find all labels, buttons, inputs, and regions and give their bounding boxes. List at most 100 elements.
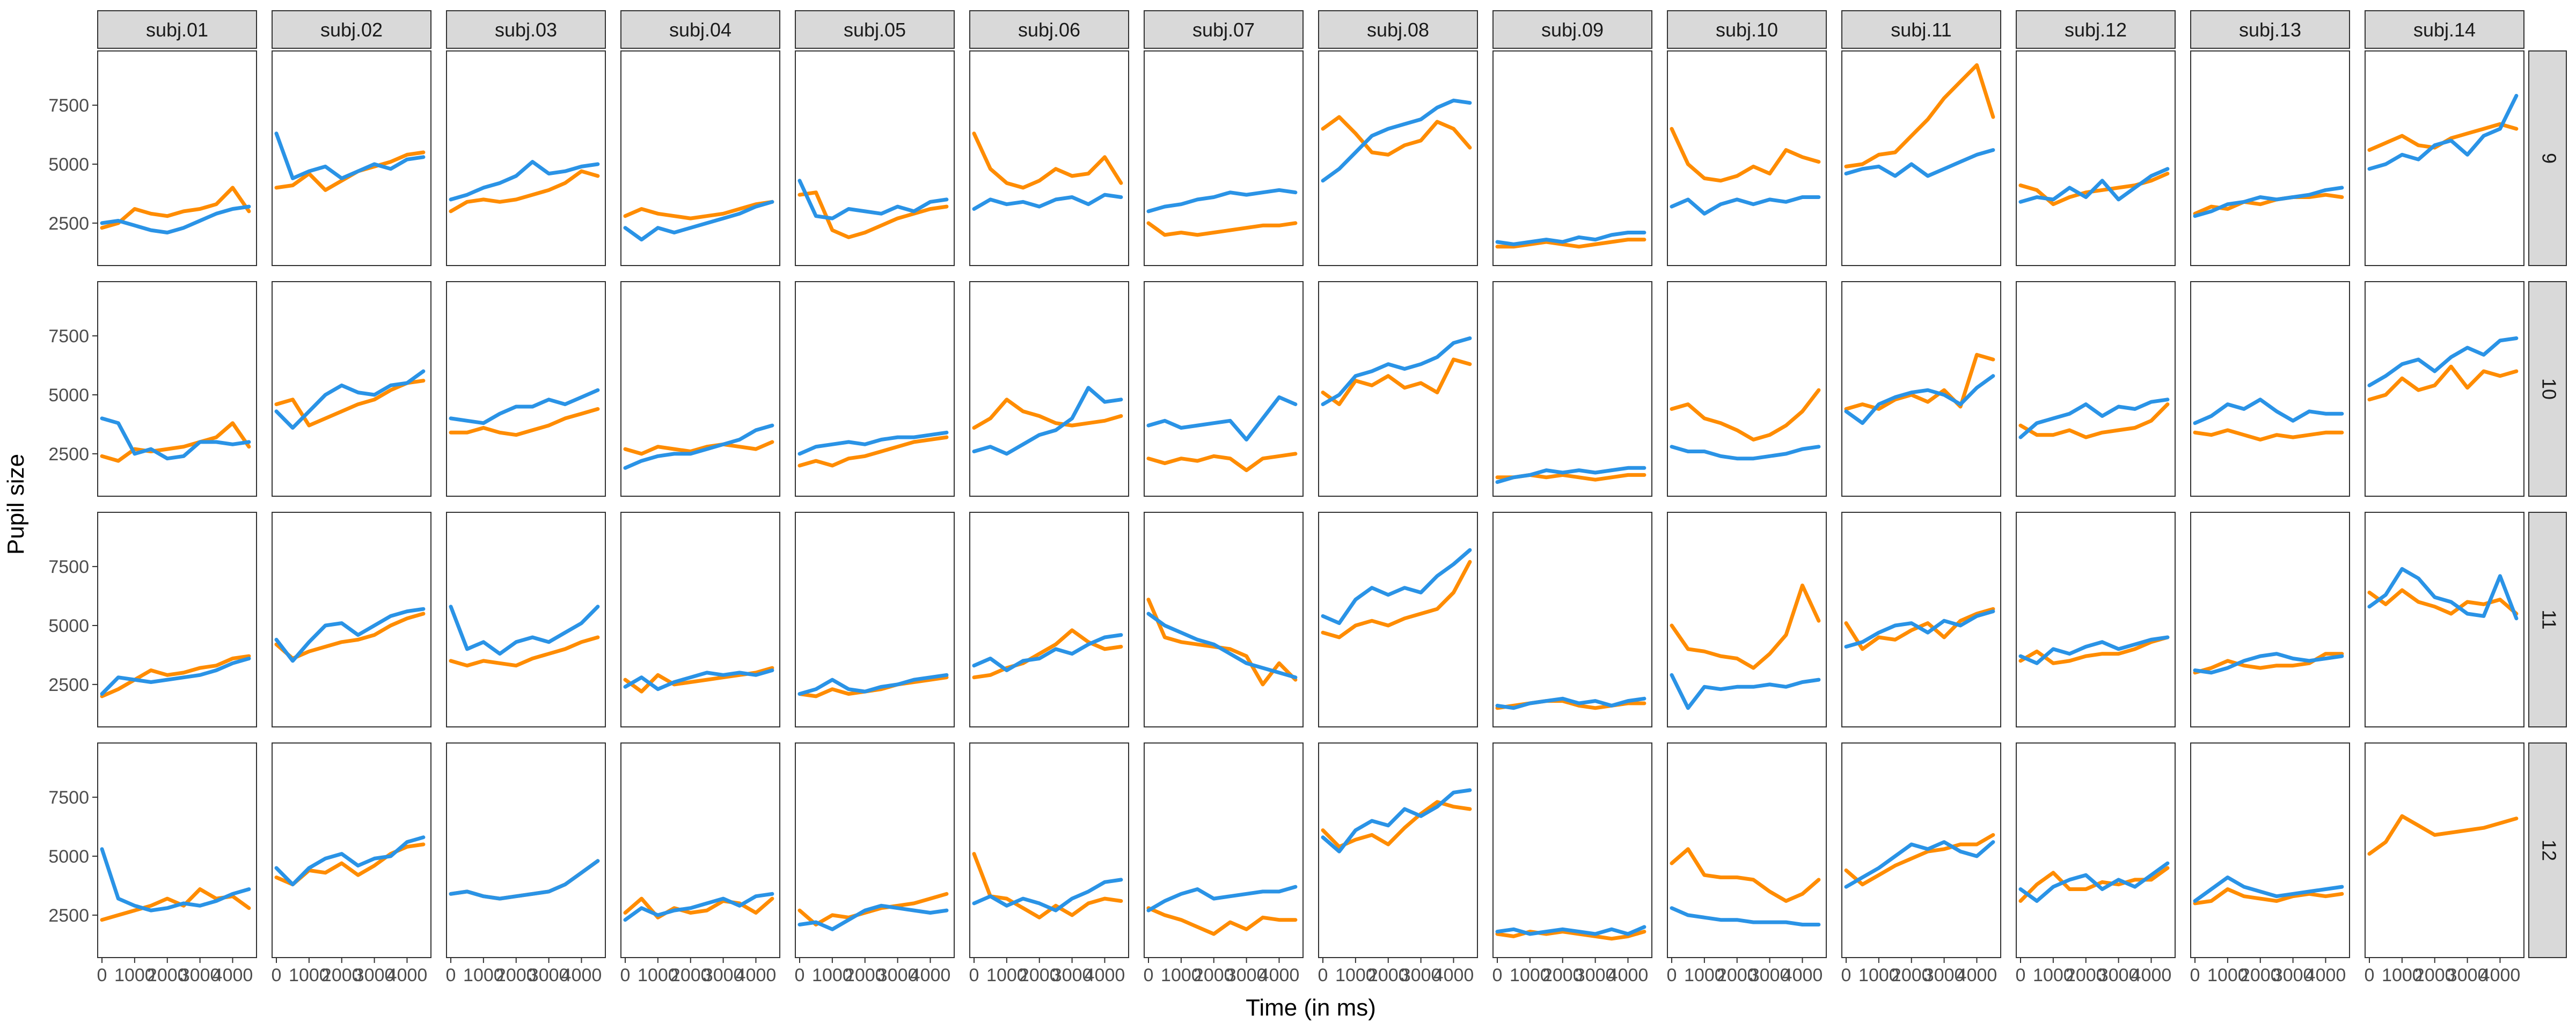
series-line-orange [1146, 221, 1298, 237]
panel-frame [1144, 512, 1304, 727]
series-line-blue [1495, 925, 1646, 936]
x-tick-label: 3000 [2098, 965, 2139, 985]
series-line-blue [1321, 788, 1472, 854]
x-tick-label: 0 [2016, 965, 2026, 985]
row-strip-label: 12 [2538, 840, 2560, 861]
series-line-orange [797, 190, 949, 239]
x-tick-label: 3000 [1750, 965, 1790, 985]
x-tick-label: 4000 [1608, 965, 1649, 985]
column-strip-label: subj.09 [1541, 19, 1604, 41]
x-tick-label: 3000 [1226, 965, 1267, 985]
column-strip [2365, 10, 2524, 49]
x-tick-label: 3000 [529, 965, 569, 985]
row-strip [2528, 742, 2567, 958]
series-line-blue [2193, 652, 2344, 675]
series-line-orange [972, 628, 1123, 680]
series-line-blue [1495, 466, 1646, 484]
x-tick-label: 2000 [2066, 965, 2106, 985]
row-strip-label: 11 [2538, 609, 2560, 629]
column-strip [2190, 10, 2350, 49]
y-tick-label: 2500 [48, 444, 89, 465]
column-strip [446, 10, 606, 49]
panel-frame [1667, 50, 1827, 266]
panel-frame [446, 281, 606, 497]
column-strip-label: subj.05 [844, 19, 906, 41]
series-line-blue [1844, 148, 1995, 178]
x-tick-label: 1000 [1858, 965, 1899, 985]
y-tick-label: 2500 [48, 214, 89, 234]
row-strip [2528, 50, 2567, 266]
series-line-blue [2193, 876, 2344, 903]
series-line-orange [1670, 847, 1821, 903]
series-line-blue [1146, 395, 1298, 442]
y-tick-label: 7500 [48, 788, 89, 808]
series-line-blue [274, 369, 426, 430]
x-tick-label: 4000 [1957, 965, 1997, 985]
series-line-blue [972, 633, 1123, 672]
series-line-blue [1670, 673, 1821, 710]
x-tick-label: 1000 [1684, 965, 1725, 985]
series-line-blue [1146, 188, 1298, 214]
x-tick-label: 4000 [1782, 965, 1823, 985]
column-strip [620, 10, 780, 49]
x-tick-label: 0 [1144, 965, 1154, 985]
panel-frame [2190, 50, 2350, 266]
x-tick-label: 3000 [354, 965, 395, 985]
row-strip-label: 10 [2538, 378, 2560, 400]
series-line-orange [1670, 583, 1821, 670]
panel-frame [795, 281, 955, 497]
series-line-blue [2367, 336, 2519, 387]
series-line-blue [100, 204, 251, 234]
series-line-orange [623, 200, 774, 220]
series-line-blue [797, 903, 949, 931]
y-tick-label: 5000 [48, 847, 89, 867]
series-line-orange [797, 892, 949, 926]
panel-frame [969, 281, 1129, 497]
x-tick-label: 0 [620, 965, 631, 985]
series-line-orange [1670, 127, 1821, 183]
panel-frame [795, 50, 955, 266]
panel-frame [1492, 742, 1652, 958]
y-tick-label: 2500 [48, 675, 89, 695]
y-tick-label: 7500 [48, 95, 89, 116]
series-line-blue [449, 388, 600, 425]
series-line-orange [449, 635, 600, 668]
x-tick-label: 4000 [1433, 965, 1474, 985]
column-strip [272, 10, 431, 49]
column-strip-label: subj.12 [2065, 19, 2127, 41]
y-tick-label: 7500 [48, 557, 89, 577]
series-line-blue [797, 179, 949, 220]
column-strip [1318, 10, 1478, 49]
series-line-orange [2193, 887, 2344, 906]
column-strip [1492, 10, 1652, 49]
series-line-orange [972, 398, 1123, 430]
x-tick-label: 1000 [812, 965, 853, 985]
panel-frame [2365, 512, 2524, 727]
x-tick-label: 0 [2190, 965, 2200, 985]
series-line-orange [100, 654, 251, 698]
x-tick-label: 0 [446, 965, 456, 985]
x-tick-label: 3000 [180, 965, 221, 985]
row-strip [2528, 512, 2567, 727]
column-strip-label: subj.13 [2239, 19, 2301, 41]
series-line-orange [797, 435, 949, 468]
x-tick-label: 1000 [1161, 965, 1202, 985]
series-line-blue [797, 673, 949, 696]
series-line-orange [1495, 238, 1646, 249]
panel-frame [1492, 50, 1652, 266]
y-tick-label: 5000 [48, 154, 89, 175]
panel-frame [620, 50, 780, 266]
column-strip [1667, 10, 1827, 49]
series-line-orange [1321, 560, 1472, 639]
series-line-blue [274, 131, 426, 180]
series-line-orange [2193, 428, 2344, 442]
x-tick-label: 2000 [2414, 965, 2455, 985]
series-line-blue [972, 386, 1123, 456]
panel-frame [1492, 281, 1652, 497]
x-tick-label: 1000 [638, 965, 678, 985]
panel-frame [2016, 50, 2176, 266]
series-line-orange [449, 407, 600, 437]
panel-frame [620, 742, 780, 958]
series-line-blue [2018, 635, 2170, 665]
series-line-orange [1321, 115, 1472, 157]
